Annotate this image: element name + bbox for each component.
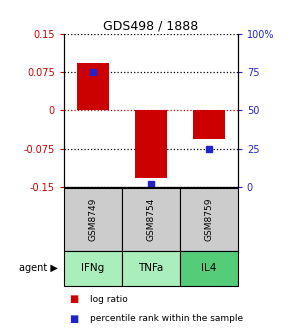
Text: agent ▶: agent ▶ — [19, 263, 58, 273]
Text: IL4: IL4 — [201, 263, 217, 273]
Text: IFNg: IFNg — [81, 263, 104, 273]
Text: ■: ■ — [70, 294, 79, 304]
Text: TNFa: TNFa — [138, 263, 164, 273]
Text: GSM8759: GSM8759 — [204, 198, 213, 241]
Text: GSM8749: GSM8749 — [88, 198, 97, 241]
Bar — [135, 110, 167, 178]
Bar — [77, 64, 109, 110]
Text: ■: ■ — [70, 314, 79, 324]
Text: percentile rank within the sample: percentile rank within the sample — [90, 314, 243, 323]
Text: log ratio: log ratio — [90, 295, 128, 303]
Bar — [193, 110, 225, 139]
Text: GSM8754: GSM8754 — [146, 198, 155, 241]
Title: GDS498 / 1888: GDS498 / 1888 — [103, 20, 198, 33]
